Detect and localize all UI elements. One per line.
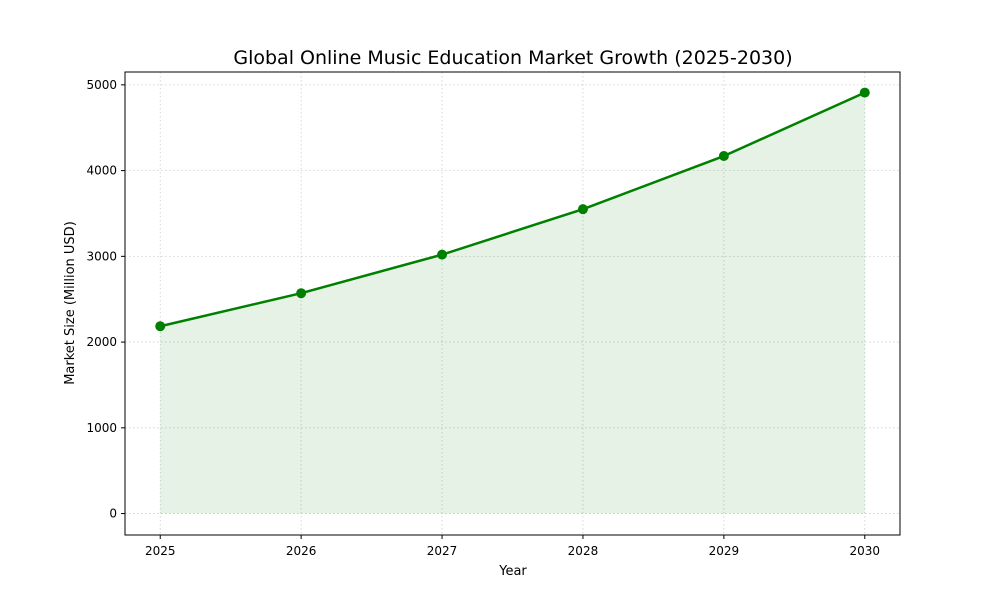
series-area-fill	[160, 92, 865, 514]
x-tick-label: 2026	[286, 544, 317, 558]
x-tick-label: 2030	[849, 544, 880, 558]
data-point-marker	[718, 151, 729, 162]
y-tick-label: 5000	[86, 78, 117, 92]
marker-layer	[155, 87, 870, 332]
y-tick-label: 1000	[86, 421, 117, 435]
series-line	[158, 91, 867, 328]
grid-layer	[125, 72, 900, 535]
x-tick-label: 2029	[709, 544, 740, 558]
x-axis-label: Year	[498, 564, 527, 579]
area-layer	[160, 92, 865, 514]
y-tick-label: 0	[109, 507, 117, 521]
x-tick-label: 2027	[427, 544, 458, 558]
y-tick-label: 4000	[86, 164, 117, 178]
data-point-marker	[577, 204, 588, 215]
x-tick-label: 2028	[568, 544, 599, 558]
data-point-marker	[437, 249, 448, 260]
data-point-marker	[296, 288, 307, 299]
y-axis-label: Market Size (Million USD)	[63, 221, 78, 385]
line-layer	[158, 91, 867, 328]
data-point-marker	[859, 87, 870, 98]
data-point-marker	[155, 321, 166, 332]
plot-frame	[124, 71, 901, 536]
chart-title: Global Online Music Education Market Gro…	[233, 47, 792, 69]
tick-layer: 0 1000 2000 3000 4000 5000 2025 2026 2027 2028 202…	[86, 78, 880, 558]
y-tick-label: 2000	[86, 335, 117, 349]
y-tick-label: 3000	[86, 249, 117, 263]
x-tick-label: 2025	[145, 544, 176, 558]
